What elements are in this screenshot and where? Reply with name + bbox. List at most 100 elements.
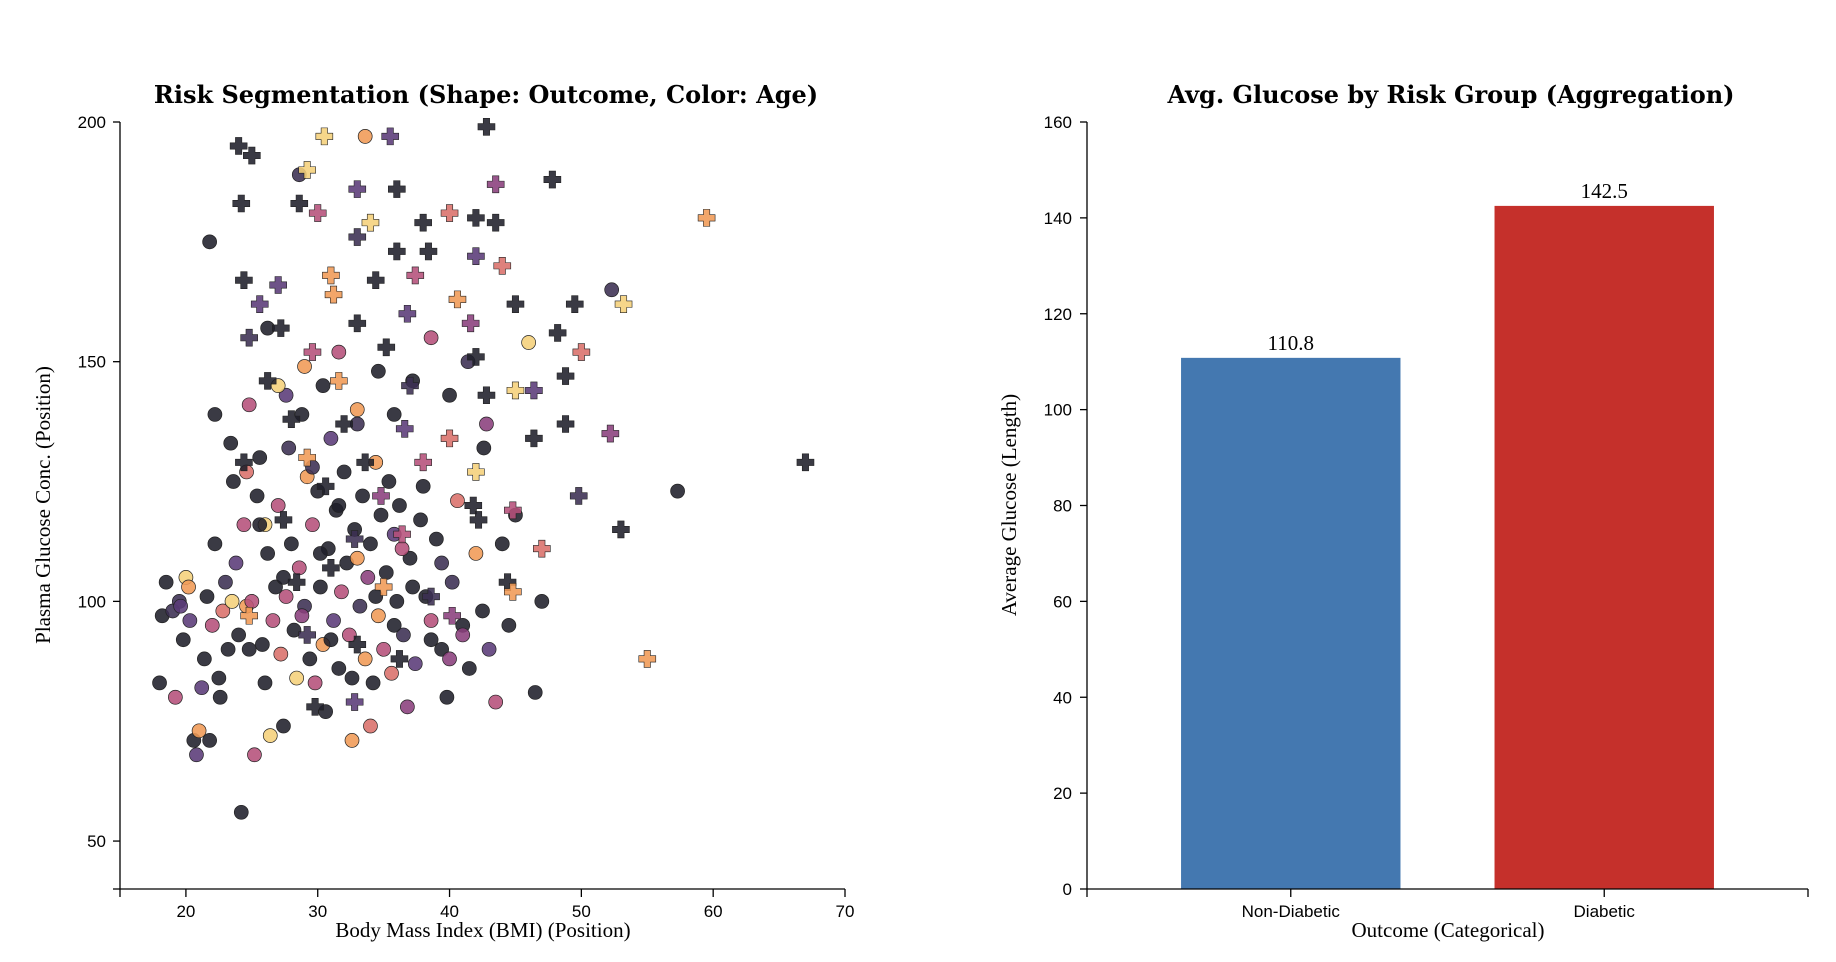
diabetic-point (388, 242, 406, 261)
non-diabetic-point (278, 589, 294, 604)
bar-y-tick-label: 40 (1053, 688, 1072, 707)
non-diabetic-point (479, 416, 494, 432)
scatter-x-tick-label: 50 (572, 902, 591, 921)
non-diabetic-point (262, 728, 278, 743)
bar-value-label: 110.8 (1268, 331, 1314, 355)
non-diabetic-point (218, 574, 233, 590)
non-diabetic-point (349, 550, 365, 566)
scatter-x-tick-label: 60 (704, 902, 723, 921)
diabetic-point (287, 573, 306, 591)
non-diabetic-point (228, 555, 244, 571)
diabetic-point (414, 453, 432, 472)
bar-y-tick-label: 120 (1044, 305, 1072, 324)
diabetic-point (638, 650, 657, 668)
non-diabetic-point (252, 517, 268, 533)
diabetic-point (322, 559, 340, 577)
non-diabetic-point (323, 632, 339, 648)
scatter-points (152, 117, 815, 820)
diabetic-point (308, 204, 327, 222)
non-diabetic-point (276, 718, 291, 734)
non-diabetic-point (363, 718, 378, 734)
scatter-y-tick-label: 50 (87, 832, 106, 851)
diabetic-point (406, 266, 425, 285)
diabetic-point (272, 319, 290, 337)
non-diabetic-point (450, 493, 465, 509)
non-diabetic-point (461, 661, 477, 676)
non-diabetic-point (488, 694, 504, 710)
diabetic-point (467, 348, 485, 366)
non-diabetic-point (182, 613, 198, 628)
non-diabetic-point (378, 565, 394, 580)
diabetic-point (298, 626, 316, 644)
non-diabetic-point (381, 474, 397, 489)
diabetic-point (232, 194, 251, 213)
diabetic-point (235, 271, 253, 289)
non-diabetic-point (215, 603, 231, 619)
diabetic-point (504, 501, 522, 520)
diabetic-point (306, 698, 324, 716)
non-diabetic-point (255, 637, 270, 652)
diabetic-point (361, 213, 380, 232)
diabetic-point (467, 209, 485, 227)
diabetic-point (556, 367, 575, 385)
non-diabetic-point (468, 546, 484, 561)
non-diabetic-point (323, 431, 339, 446)
diabetic-point (348, 180, 367, 198)
non-diabetic-point (289, 670, 304, 686)
non-diabetic-point (394, 541, 410, 556)
non-diabetic-point (152, 675, 167, 691)
non-diabetic-point (344, 670, 360, 686)
non-diabetic-point (313, 546, 328, 561)
non-diabetic-point (305, 517, 320, 533)
bar-y-tick-label: 0 (1063, 880, 1072, 899)
non-diabetic-point (204, 617, 220, 633)
non-diabetic-point (284, 536, 299, 552)
diabetic-point (235, 453, 253, 472)
diabetic-point (533, 539, 551, 558)
diabetic-point (366, 271, 385, 289)
scatter-title: Risk Segmentation (Shape: Outcome, Color… (154, 80, 818, 109)
diabetic-point (493, 257, 512, 275)
diabetic-point (796, 453, 815, 472)
diabetic-point (440, 429, 459, 448)
diabetic-point (443, 606, 461, 625)
non-diabetic-point (357, 651, 373, 667)
scatter-x-tick-label: 20 (176, 902, 195, 921)
non-diabetic-point (336, 464, 352, 480)
diabetic-point (477, 117, 496, 136)
diabetic-point (258, 372, 277, 390)
non-diabetic-point (423, 632, 439, 648)
scatter-y-ticks: 50 100 150 200 (78, 113, 120, 851)
non-diabetic-point (247, 747, 262, 763)
diabetic-point (543, 170, 562, 189)
non-diabetic-point (294, 608, 310, 624)
diabetic-point (240, 328, 258, 347)
non-diabetic-point (175, 632, 191, 648)
non-diabetic-point (400, 699, 415, 715)
non-diabetic-point (439, 689, 455, 705)
non-diabetic-point (396, 627, 411, 643)
non-diabetic-point (168, 689, 183, 705)
scatter-x-tick-label: 30 (308, 902, 327, 921)
non-diabetic-point (481, 641, 497, 657)
diabetic-point (572, 343, 591, 361)
non-diabetic-point (344, 733, 360, 748)
bar-x-tick-label: Diabetic (1574, 902, 1636, 921)
non-diabetic-point (297, 359, 312, 374)
non-diabetic-point (423, 330, 439, 346)
bars: 110.8 142.5 (1181, 179, 1714, 889)
non-diabetic-point (212, 689, 228, 705)
non-diabetic-point (197, 651, 212, 667)
diabetic-point (229, 137, 248, 155)
scatter-y-tick-label: 100 (78, 592, 106, 611)
non-diabetic-point (249, 488, 265, 504)
bar-y-tick-label: 160 (1044, 113, 1072, 132)
diabetic-point (290, 194, 309, 213)
non-diabetic-point (434, 555, 449, 571)
non-diabetic-point (313, 579, 328, 595)
non-diabetic-point (494, 536, 510, 552)
bar-diabetic (1494, 205, 1714, 889)
scatter-y-tick-label: 150 (78, 353, 106, 372)
non-diabetic-point (386, 407, 402, 422)
